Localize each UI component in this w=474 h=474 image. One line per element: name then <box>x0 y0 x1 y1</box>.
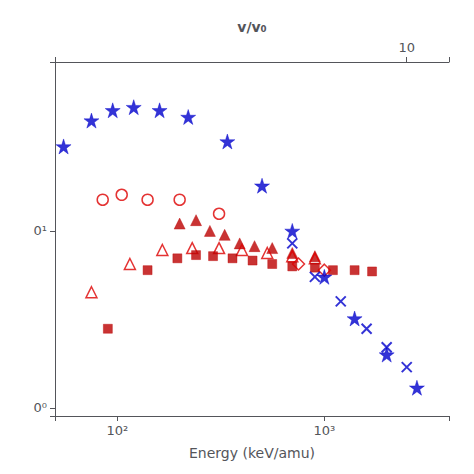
svg-text:10³: 10³ <box>313 423 335 438</box>
svg-text:v/v₀: v/v₀ <box>237 19 267 35</box>
svg-text:10²: 10² <box>106 423 128 438</box>
svg-text:0⁰: 0⁰ <box>34 400 47 415</box>
svg-text:Energy (keV/amu): Energy (keV/amu) <box>189 445 315 461</box>
svg-text:10: 10 <box>398 40 415 55</box>
svg-text:0¹: 0¹ <box>34 223 47 238</box>
